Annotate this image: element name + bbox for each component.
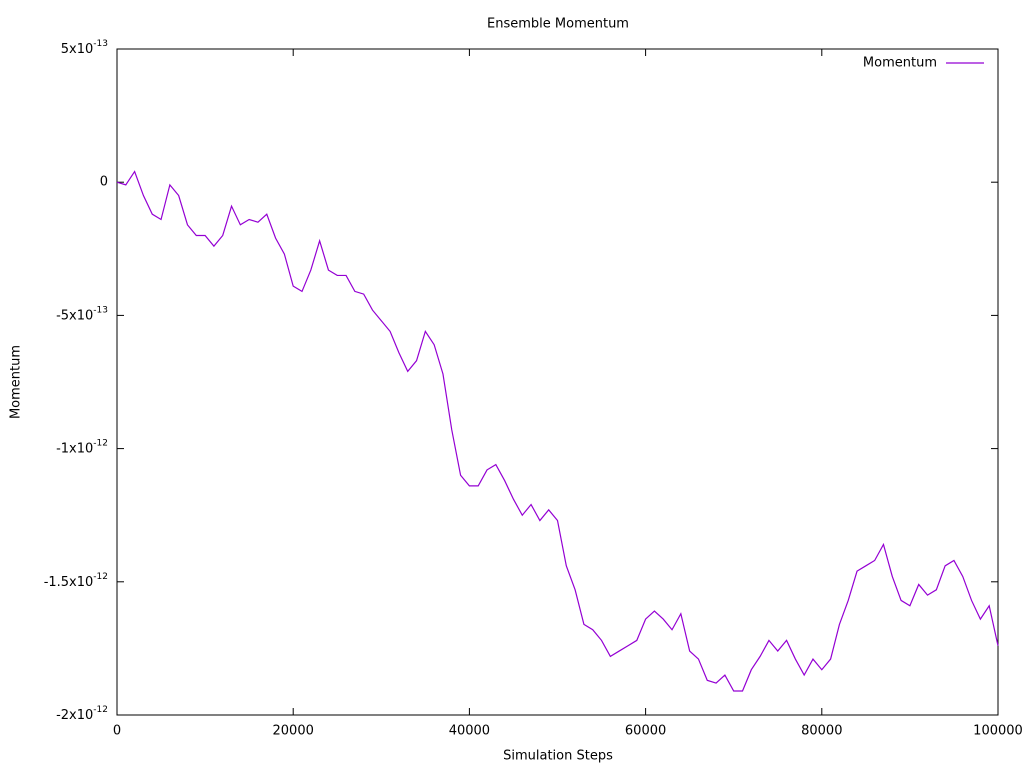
x-axis-label: Simulation Steps — [503, 749, 613, 764]
y-tick-mantissa: -1.5x10 — [44, 574, 94, 589]
y-tick-mantissa: 5x10 — [61, 42, 94, 57]
y-tick-mantissa: -1x10 — [56, 441, 93, 456]
x-tick-label: 20000 — [273, 724, 314, 739]
y-tick-mantissa: -5x10 — [56, 308, 93, 323]
y-tick-exponent: -12 — [93, 705, 108, 715]
y-axis-label: Momentum — [9, 345, 24, 419]
x-tick-label: 40000 — [449, 724, 490, 739]
legend-label: Momentum — [863, 56, 937, 71]
chart-title: Ensemble Momentum — [487, 17, 629, 32]
y-tick-label: 5x10-13 — [61, 39, 108, 57]
y-tick-label: -5x10-13 — [56, 305, 108, 323]
x-tick-label: 0 — [113, 724, 121, 739]
y-tick-exponent: -12 — [93, 571, 108, 581]
y-tick-exponent: -13 — [93, 305, 108, 315]
y-tick-mantissa: -2x10 — [56, 708, 93, 723]
x-tick-label: 60000 — [625, 724, 666, 739]
y-tick-label: -1x10-12 — [56, 438, 108, 456]
y-tick-label: 0 — [100, 175, 108, 190]
y-tick-exponent: -13 — [93, 39, 108, 49]
data-line — [116, 170, 999, 692]
x-tick-label: 100000 — [973, 724, 1023, 739]
plot-frame — [116, 48, 999, 716]
y-tick-label: -2x10-12 — [56, 705, 108, 723]
x-tick-label: 80000 — [801, 724, 842, 739]
y-tick-label: -1.5x10-12 — [44, 571, 108, 589]
y-tick-exponent: -12 — [93, 438, 108, 448]
